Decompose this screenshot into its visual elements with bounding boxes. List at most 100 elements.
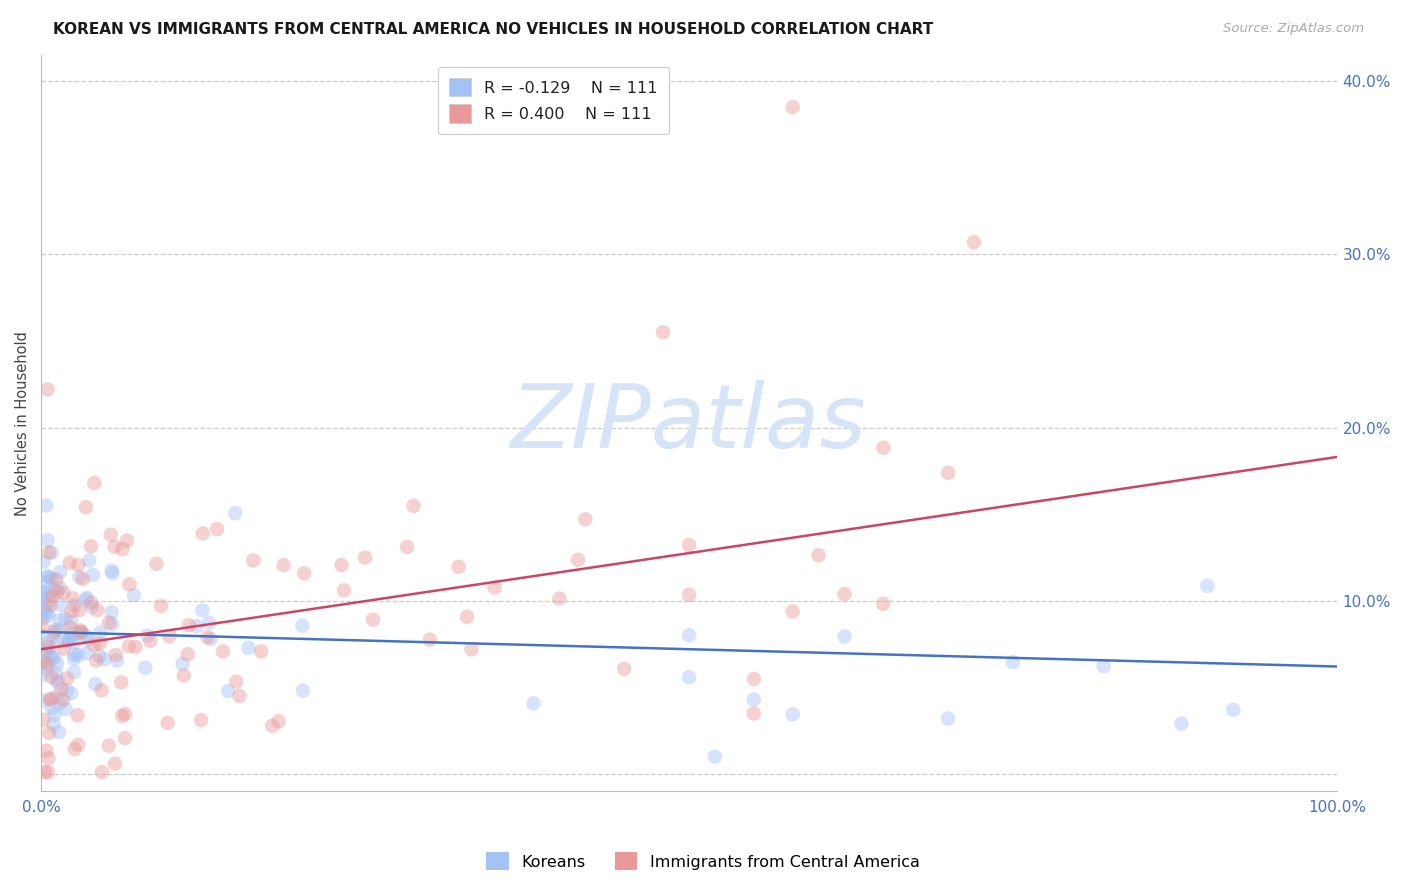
Point <box>37 606 59 620</box>
Point <box>59 627 82 641</box>
Point <box>111 542 134 557</box>
Point <box>134 661 156 675</box>
Point <box>52 585 75 599</box>
Point <box>195 630 218 644</box>
Point <box>76 591 98 605</box>
Point <box>522 697 544 711</box>
Point <box>834 587 856 601</box>
Point <box>83 638 105 652</box>
Point <box>46 675 69 690</box>
Point <box>101 566 124 581</box>
Point <box>66 708 89 723</box>
Point <box>37 663 59 677</box>
Point <box>103 540 125 554</box>
Point <box>37 765 59 780</box>
Point <box>34 643 56 657</box>
Point <box>37 574 59 589</box>
Point <box>224 506 246 520</box>
Point <box>52 692 75 706</box>
Point <box>75 646 97 660</box>
Point <box>44 707 66 722</box>
Point <box>678 538 700 552</box>
Point <box>45 573 67 587</box>
Point <box>31 694 53 708</box>
Point <box>35 598 58 612</box>
Point <box>267 714 290 729</box>
Legend: R = -0.129    N = 111, R = 0.400    N = 111: R = -0.129 N = 111, R = 0.400 N = 111 <box>437 67 669 134</box>
Point <box>1170 716 1192 731</box>
Point <box>1197 579 1219 593</box>
Point <box>742 706 765 721</box>
Point <box>37 533 59 547</box>
Text: KOREAN VS IMMIGRANTS FROM CENTRAL AMERICA NO VEHICLES IN HOUSEHOLD CORRELATION C: KOREAN VS IMMIGRANTS FROM CENTRAL AMERIC… <box>53 22 934 37</box>
Point <box>39 598 62 612</box>
Point <box>191 603 214 617</box>
Point <box>172 657 194 671</box>
Point <box>63 652 86 666</box>
Point <box>31 603 53 617</box>
Point <box>39 651 62 665</box>
Point <box>291 618 314 632</box>
Point <box>48 725 70 739</box>
Point <box>31 654 53 668</box>
Point <box>44 582 66 597</box>
Point <box>69 624 91 638</box>
Point <box>190 713 212 727</box>
Point <box>67 558 90 572</box>
Point <box>782 605 804 619</box>
Point <box>59 556 82 570</box>
Point <box>80 540 103 554</box>
Point <box>37 636 59 650</box>
Point <box>115 533 138 548</box>
Point <box>136 629 159 643</box>
Point <box>75 500 97 515</box>
Point <box>205 522 228 536</box>
Point <box>963 235 986 250</box>
Point <box>118 640 141 654</box>
Point <box>44 625 66 640</box>
Point <box>51 682 73 697</box>
Point <box>37 570 59 584</box>
Point <box>110 675 132 690</box>
Point <box>97 739 120 753</box>
Point <box>32 584 55 599</box>
Point <box>38 584 60 599</box>
Point <box>238 640 260 655</box>
Point <box>45 623 67 637</box>
Point <box>145 557 167 571</box>
Point <box>59 620 82 634</box>
Point <box>217 684 239 698</box>
Point <box>89 637 111 651</box>
Point <box>69 624 91 639</box>
Point <box>80 600 103 615</box>
Point <box>63 648 86 662</box>
Point <box>292 566 315 581</box>
Point <box>330 558 353 572</box>
Point <box>58 633 80 648</box>
Point <box>678 628 700 642</box>
Point <box>402 499 425 513</box>
Text: ZIPatlas: ZIPatlas <box>512 380 868 467</box>
Point <box>936 712 959 726</box>
Point <box>484 581 506 595</box>
Point <box>139 634 162 648</box>
Point <box>872 597 894 611</box>
Point <box>44 650 66 665</box>
Point <box>105 653 128 667</box>
Point <box>291 683 314 698</box>
Point <box>45 666 67 681</box>
Point <box>652 325 675 339</box>
Point <box>46 635 69 649</box>
Point <box>41 545 63 559</box>
Point <box>273 558 295 573</box>
Point <box>37 751 59 765</box>
Point <box>72 572 94 586</box>
Point <box>56 672 79 686</box>
Point <box>55 611 77 625</box>
Point <box>118 577 141 591</box>
Point <box>38 643 60 657</box>
Point <box>186 619 208 633</box>
Point <box>228 689 250 703</box>
Point <box>111 709 134 723</box>
Point <box>191 526 214 541</box>
